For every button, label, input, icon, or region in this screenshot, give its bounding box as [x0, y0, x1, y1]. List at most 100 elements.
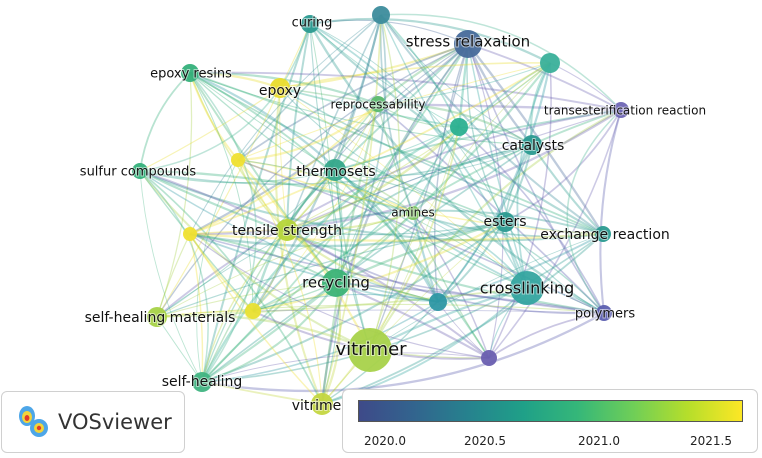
network-link	[252, 126, 460, 312]
network-link	[189, 103, 379, 235]
network-link	[433, 43, 469, 303]
keyword-label[interactable]: stress relaxation	[405, 32, 531, 52]
keyword-label[interactable]: recycling	[301, 273, 371, 293]
network-link	[189, 72, 604, 235]
keyword-node[interactable]	[311, 393, 333, 415]
network-link	[334, 14, 383, 171]
network-link	[377, 62, 551, 105]
network-link	[139, 144, 533, 186]
network-link	[286, 43, 469, 231]
network-link	[139, 169, 336, 184]
keyword-label[interactable]: self-healing materials	[84, 309, 237, 327]
network-link	[467, 43, 622, 111]
network-link	[369, 62, 551, 351]
keyword-node[interactable]	[510, 271, 544, 305]
network-link	[309, 23, 460, 128]
network-link	[279, 87, 528, 289]
network-link	[321, 14, 382, 405]
keyword-node[interactable]	[301, 15, 319, 33]
network-link	[504, 109, 622, 223]
network-link	[189, 71, 622, 111]
keyword-label[interactable]: catalysts	[501, 137, 566, 155]
keyword-label[interactable]: epoxy	[258, 82, 302, 100]
network-link	[189, 72, 533, 146]
keyword-label[interactable]: thermosets	[295, 163, 376, 181]
network-link	[380, 14, 604, 235]
keyword-node[interactable]	[192, 372, 212, 392]
keyword-label[interactable]: polymers	[574, 306, 637, 323]
keyword-node[interactable]	[147, 307, 167, 327]
network-link	[466, 43, 506, 223]
keyword-node[interactable]	[324, 159, 346, 181]
network-link	[201, 301, 439, 383]
keyword-label[interactable]: exchange reaction	[539, 226, 671, 244]
keyword-node[interactable]	[596, 305, 612, 321]
color-scale-tick: 2020.0	[364, 434, 406, 448]
keyword-node[interactable]	[181, 64, 199, 82]
keyword-label[interactable]: self-healing	[161, 373, 244, 391]
keyword-label[interactable]: reprocessability	[330, 97, 427, 113]
keyword-node[interactable]	[322, 269, 350, 297]
network-link	[321, 221, 506, 405]
keyword-node-unlabeled[interactable]	[450, 118, 468, 136]
network-link	[335, 14, 387, 284]
network-link	[156, 169, 336, 318]
network-link	[189, 72, 254, 312]
network-link	[286, 62, 551, 231]
network-link	[201, 282, 337, 383]
network-link	[189, 233, 204, 383]
network-link	[321, 233, 604, 405]
keyword-node[interactable]	[613, 102, 629, 118]
keyword-node[interactable]	[370, 96, 386, 112]
keyword-node[interactable]	[276, 219, 298, 241]
keyword-node[interactable]	[270, 78, 290, 98]
network-link	[237, 159, 414, 214]
network-link	[286, 209, 604, 235]
network-link	[286, 109, 622, 231]
keyword-node[interactable]	[348, 328, 392, 372]
keyword-node[interactable]	[454, 30, 482, 58]
keyword-label[interactable]: tensile strength	[231, 222, 343, 240]
keyword-label[interactable]: esters	[482, 213, 527, 231]
keyword-node[interactable]	[495, 212, 515, 232]
network-link	[189, 14, 382, 235]
keyword-label[interactable]: amines	[390, 205, 436, 221]
network-link	[377, 102, 533, 146]
keyword-node-unlabeled[interactable]	[245, 303, 261, 319]
network-link	[467, 43, 605, 314]
network-link	[252, 221, 506, 313]
network-link	[200, 125, 460, 383]
keyword-node-unlabeled[interactable]	[540, 53, 560, 73]
keyword-node-unlabeled[interactable]	[183, 227, 197, 241]
keyword-label[interactable]: transesterification reaction	[543, 103, 707, 119]
network-link	[237, 159, 528, 289]
network-link	[369, 233, 604, 351]
keyword-node-unlabeled[interactable]	[231, 153, 245, 167]
network-link	[286, 23, 311, 231]
keyword-label[interactable]: sulfur compounds	[79, 164, 198, 181]
color-scale-tick: 2021.5	[690, 434, 732, 448]
vosviewer-logo-icon	[19, 406, 48, 437]
keyword-node-unlabeled[interactable]	[481, 350, 497, 366]
network-link	[334, 169, 440, 303]
keyword-label[interactable]: vitrimers	[291, 397, 356, 415]
keyword-node[interactable]	[595, 226, 611, 242]
keyword-label[interactable]: epoxy resins	[149, 66, 233, 83]
network-link	[189, 72, 337, 284]
network-link	[599, 109, 623, 314]
network-link	[189, 233, 323, 405]
keyword-node[interactable]	[132, 163, 148, 179]
color-scale-bar	[358, 400, 743, 422]
keyword-label[interactable]: vitrimer	[334, 338, 408, 361]
keyword-node[interactable]	[406, 206, 420, 220]
keyword-label[interactable]: curing	[291, 15, 334, 32]
keyword-label[interactable]: crosslinking	[479, 278, 576, 299]
keyword-node-unlabeled[interactable]	[372, 6, 390, 24]
network-link	[411, 212, 440, 303]
network-link	[139, 170, 439, 303]
keyword-node[interactable]	[522, 135, 542, 155]
network-edges	[139, 13, 623, 405]
network-link	[201, 233, 604, 383]
keyword-node-unlabeled[interactable]	[429, 293, 447, 311]
network-link	[320, 103, 380, 405]
